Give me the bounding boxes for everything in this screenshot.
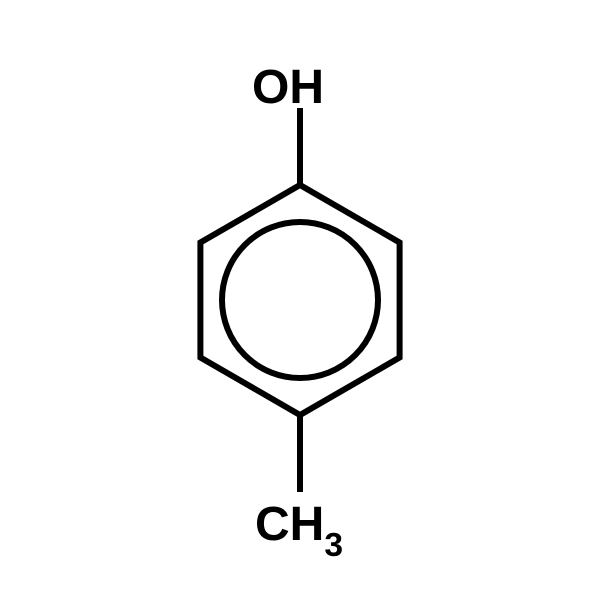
label-ch3-sub: 3 bbox=[324, 527, 343, 564]
label-ch3: CH3 bbox=[255, 497, 343, 560]
aromatic-circle bbox=[222, 222, 378, 378]
label-oh: OH bbox=[252, 60, 324, 115]
label-ch3-main: CH bbox=[255, 498, 324, 551]
